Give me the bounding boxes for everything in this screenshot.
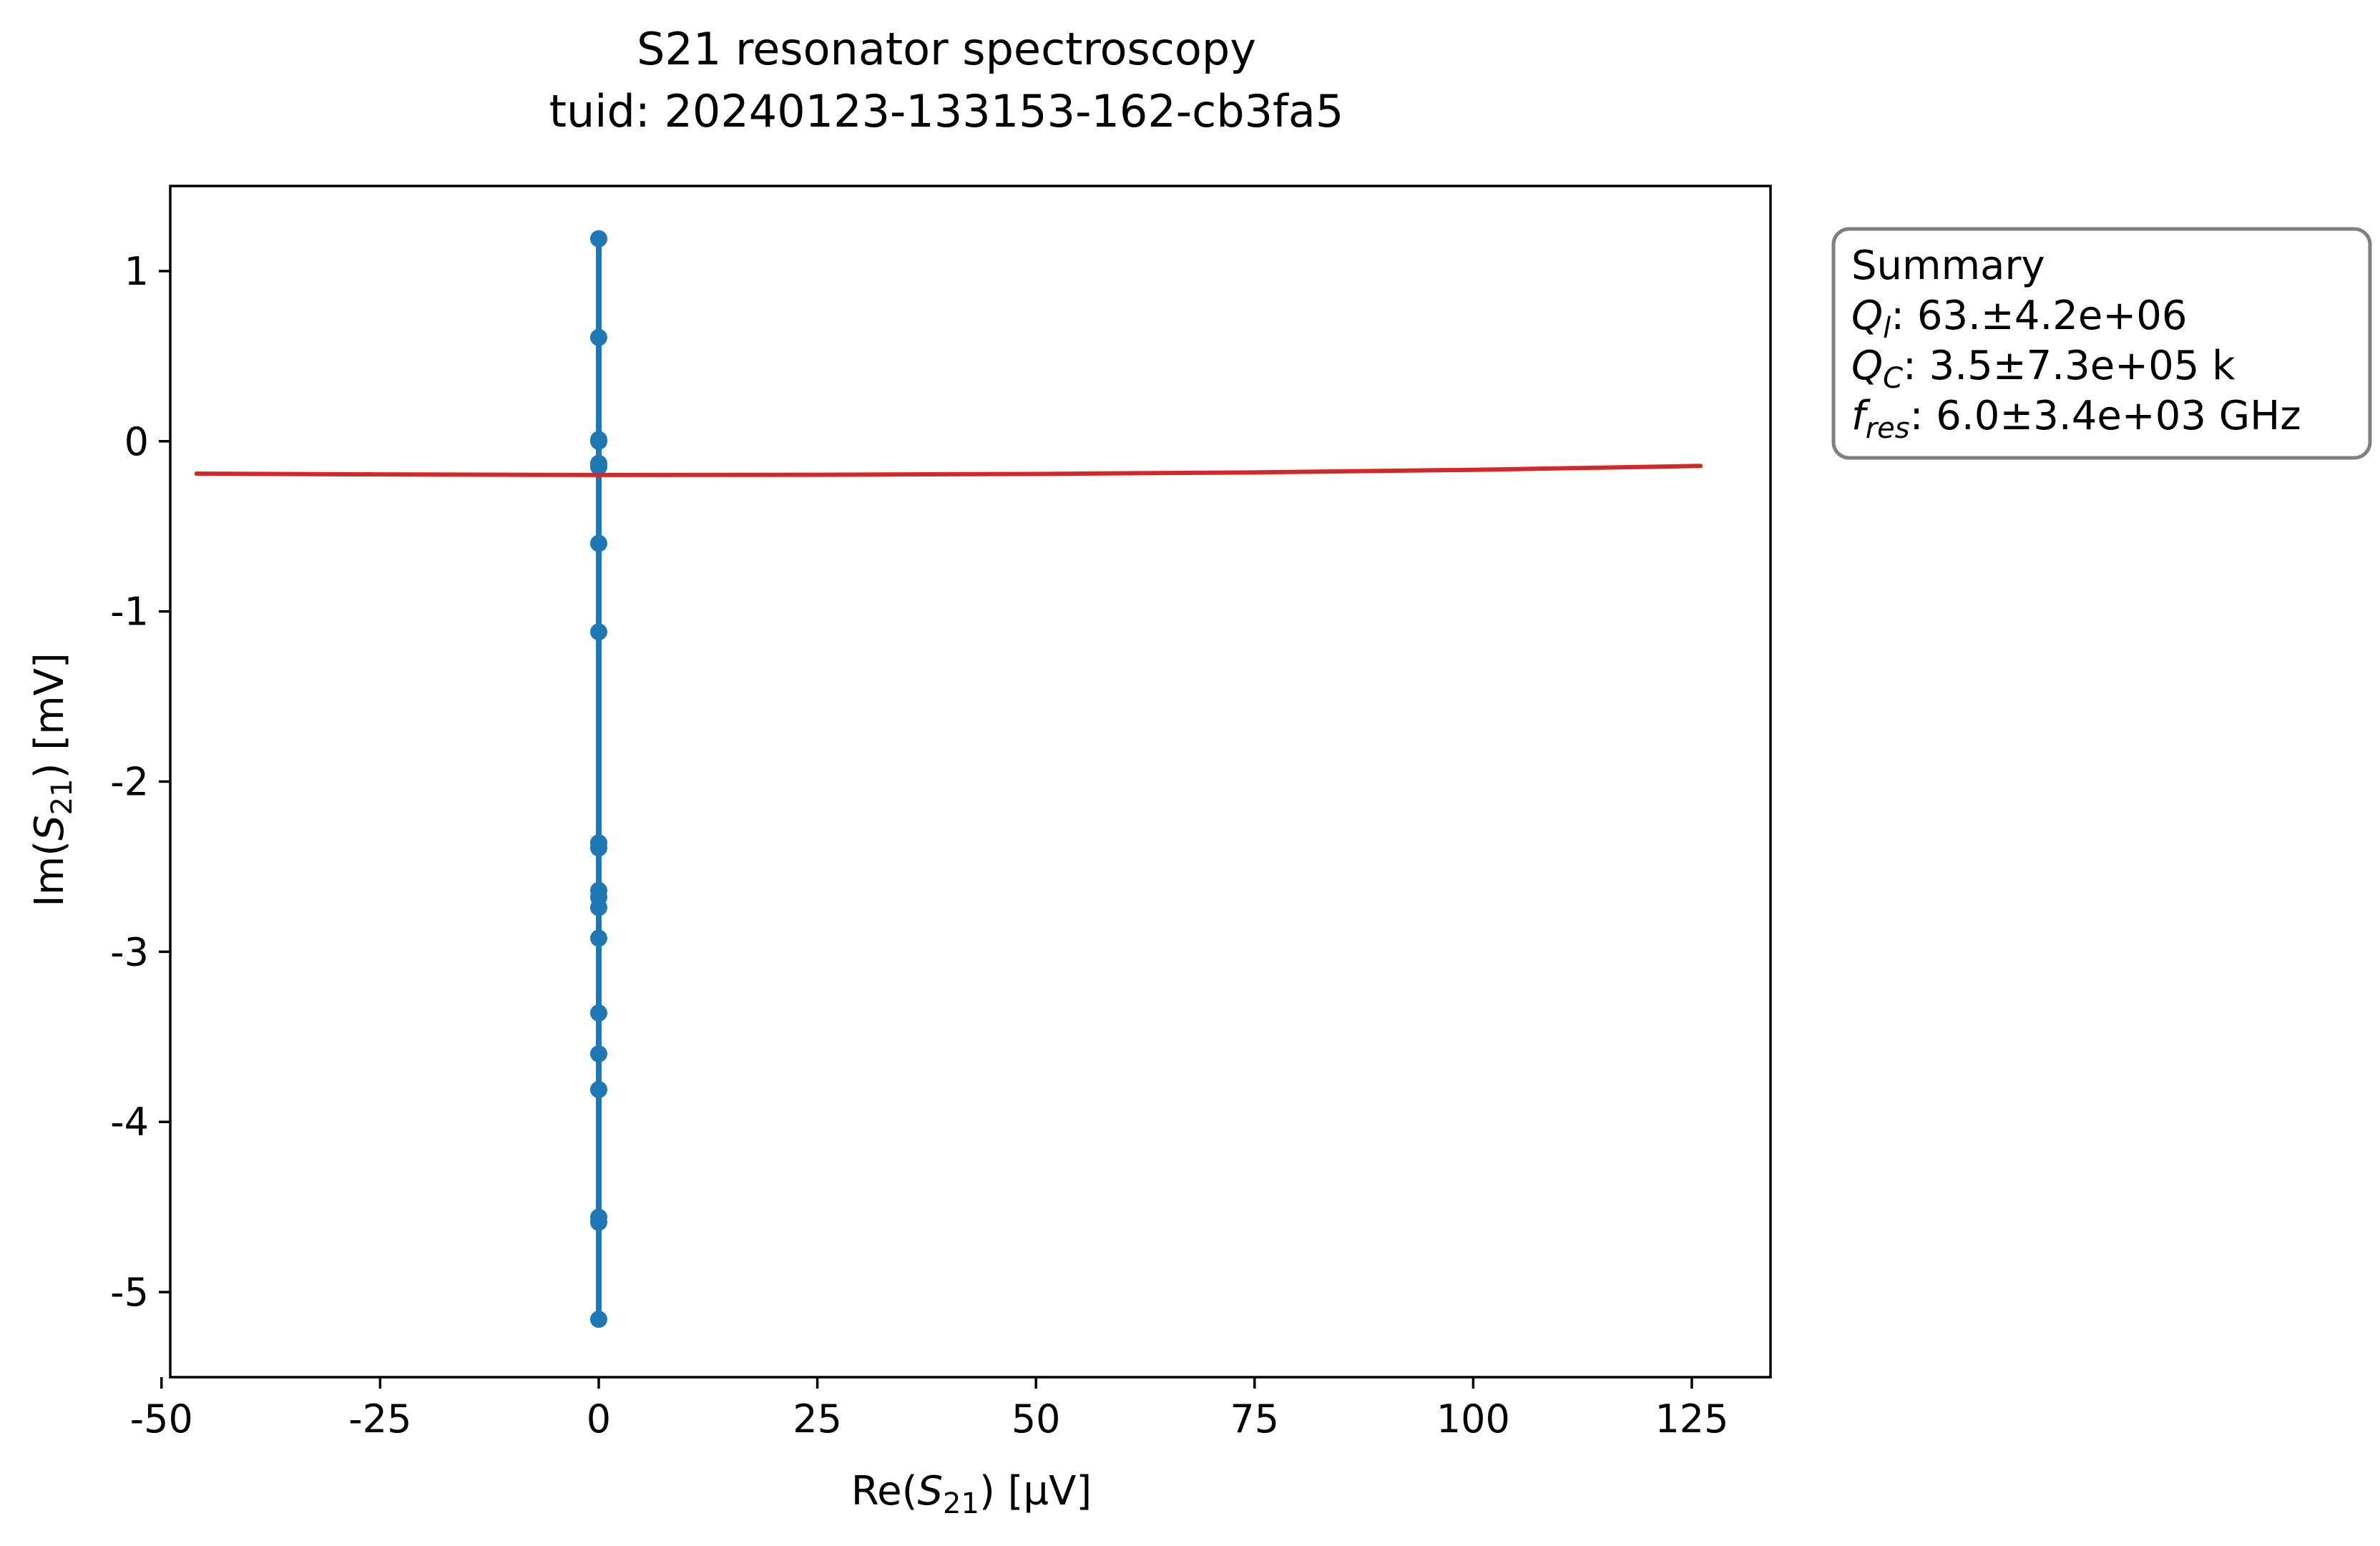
x-tick-label: -25 bbox=[348, 1396, 411, 1442]
summary-line: Summary bbox=[1851, 243, 2045, 289]
summary-line-subscript: res bbox=[1866, 412, 1910, 445]
summary-line-value: : 3.5±7.3e+05 k bbox=[1903, 343, 2235, 389]
summary-line: Q bbox=[1851, 293, 1883, 339]
x-tick-label: 100 bbox=[1436, 1396, 1510, 1442]
x-axis-label: Re(S21) [µV] bbox=[851, 1468, 1092, 1520]
x-tick-label: 125 bbox=[1655, 1396, 1728, 1442]
x-tick-label: 75 bbox=[1230, 1396, 1279, 1442]
series-0-point bbox=[589, 230, 607, 248]
label-symbol: S bbox=[26, 815, 73, 841]
series-0-point bbox=[589, 1208, 607, 1226]
y-tick-label: 1 bbox=[124, 249, 149, 294]
series-1-line bbox=[194, 464, 1703, 477]
series-0-point bbox=[589, 929, 607, 947]
summary-line-subscript: l bbox=[1883, 312, 1891, 345]
y-tick-label: -1 bbox=[110, 589, 149, 635]
chart-title: S21 resonator spectroscopy bbox=[637, 23, 1256, 75]
axis-ticks: -50 -25 0 25 50 75 100 125 1 0 -1 -2 -3 -4 -5 bbox=[110, 249, 1728, 1442]
y-tick-label: 0 bbox=[124, 419, 149, 464]
series-0-point bbox=[589, 623, 607, 641]
series-0-point bbox=[589, 431, 607, 449]
series-0-point bbox=[589, 1311, 607, 1329]
summary-line-value: : 6.0±3.4e+03 GHz bbox=[1910, 393, 2301, 439]
x-tick-label: 25 bbox=[793, 1396, 842, 1442]
y-tick-label: -2 bbox=[110, 760, 149, 805]
label-prefix: Re( bbox=[851, 1468, 918, 1515]
chart-subtitle: tuid: 20240123-133153-162-cb3fa5 bbox=[549, 85, 1344, 137]
y-tick-label: -4 bbox=[110, 1100, 149, 1145]
x-tick-label: 50 bbox=[1012, 1396, 1061, 1442]
series-0-point bbox=[589, 328, 607, 346]
label-subscript: 21 bbox=[46, 778, 79, 815]
series-0-point bbox=[589, 881, 607, 899]
summary-line-value: : 63.±4.2e+06 bbox=[1891, 293, 2187, 339]
x-tick-label: -50 bbox=[130, 1396, 193, 1442]
label-suffix: ) [mV] bbox=[26, 652, 73, 778]
y-tick-label: -5 bbox=[110, 1270, 149, 1315]
series-0-point bbox=[589, 834, 607, 852]
series-0-point bbox=[589, 534, 607, 552]
series-0-point bbox=[589, 1045, 607, 1063]
label-suffix: ) [µV] bbox=[979, 1468, 1092, 1515]
x-tick-label: 0 bbox=[587, 1396, 611, 1442]
summary-line-subscript: C bbox=[1883, 362, 1903, 395]
series-0-point bbox=[589, 1081, 607, 1099]
label-subscript: 21 bbox=[943, 1487, 979, 1520]
summary-line: Q bbox=[1851, 343, 1883, 389]
label-symbol: S bbox=[917, 1468, 943, 1515]
y-tick-label: -3 bbox=[110, 929, 149, 974]
summary-box-frame bbox=[1831, 227, 2372, 460]
label-prefix: Im( bbox=[26, 841, 73, 907]
y-axis-label: Im(S21) [mV] bbox=[26, 652, 79, 907]
series-0-point bbox=[589, 1004, 607, 1022]
series-0-point bbox=[589, 454, 607, 472]
plot-area bbox=[169, 185, 1772, 1379]
